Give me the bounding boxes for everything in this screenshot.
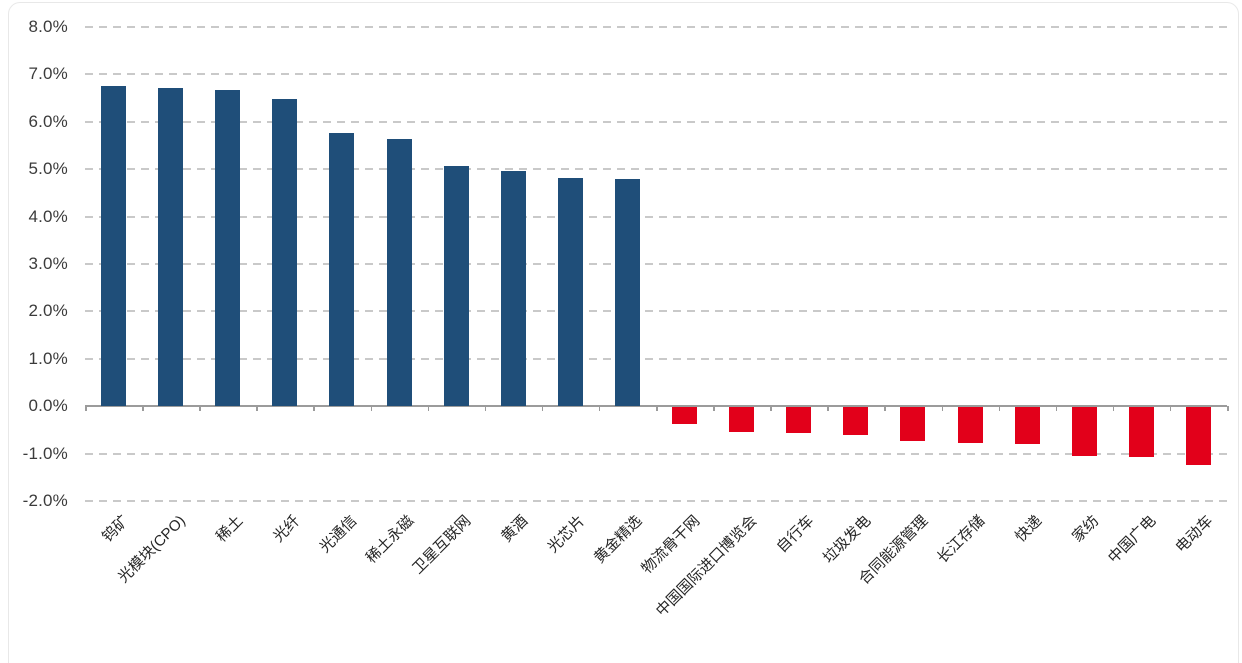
gridline xyxy=(85,263,1227,265)
gridline xyxy=(85,26,1227,28)
y-tick-label: 7.0% xyxy=(28,64,68,84)
plot-area xyxy=(85,26,1229,502)
axis-tick xyxy=(713,406,715,412)
x-tick-label: 中国广电 xyxy=(1105,512,1160,567)
x-tick-label: 钨矿 xyxy=(98,512,132,546)
bar-自行车 xyxy=(786,407,812,434)
x-tick-label: 中国国际进口博览会 xyxy=(652,512,760,620)
axis-tick xyxy=(313,406,315,412)
axis-tick xyxy=(1227,406,1229,412)
axis-tick xyxy=(998,406,1001,412)
x-tick-label: 长江存储 xyxy=(933,512,989,567)
x-tick-label: 黄酒 xyxy=(498,512,532,546)
y-tick-label: 8.0% xyxy=(28,17,68,36)
x-tick-label: 光通信 xyxy=(316,512,361,557)
gridline xyxy=(85,452,1227,455)
gridline xyxy=(85,168,1227,171)
axis-tick xyxy=(541,406,544,412)
axis-tick xyxy=(85,406,87,412)
x-tick-label: 卫星互联网 xyxy=(409,512,475,578)
bar-物流骨干网 xyxy=(672,407,698,425)
x-tick-label: 家纺 xyxy=(1069,512,1103,546)
y-tick-label: 2.0% xyxy=(28,301,68,321)
axis-tick xyxy=(142,406,144,412)
axis-tick xyxy=(827,406,829,412)
gridline xyxy=(85,500,1227,502)
axis-tick xyxy=(484,406,487,412)
bar-电动车 xyxy=(1185,407,1211,465)
x-tick-label: 光纤 xyxy=(269,512,304,546)
bar-垃圾发电 xyxy=(843,407,869,435)
axis-tick xyxy=(598,406,601,412)
bar-光通信 xyxy=(329,132,355,407)
y-tick-label: 4.0% xyxy=(28,206,68,226)
bar-黄酒 xyxy=(500,170,526,407)
axis-tick xyxy=(941,406,943,412)
bar-中国国际进口博览会 xyxy=(729,407,755,432)
x-axis-labels: 钨矿 光模块(CPO) 稀土 光纤 光通信 稀土永磁 卫星互联网 黄酒 光芯片 黄金精选 物流骨干网… xyxy=(85,509,1227,663)
bar-稀土 xyxy=(215,90,241,407)
x-tick-label: 自行车 xyxy=(773,512,818,557)
x-tick-label: 电动车 xyxy=(1172,512,1217,557)
y-tick-label: 5.0% xyxy=(28,159,68,179)
bar-合同能源管理 xyxy=(900,407,926,442)
x-tick-label: 稀土 xyxy=(212,512,247,546)
x-tick-label: 垃圾发电 xyxy=(819,512,875,567)
gridline xyxy=(85,73,1227,76)
axis-tick xyxy=(1169,406,1172,412)
bar-光芯片 xyxy=(557,177,583,407)
bar-光纤 xyxy=(272,98,298,407)
gridline xyxy=(85,357,1227,360)
bar-快递 xyxy=(1014,407,1040,445)
axis-tick xyxy=(199,406,201,412)
axis-tick xyxy=(427,406,430,412)
axis-tick xyxy=(370,406,372,412)
bar-中国广电 xyxy=(1128,407,1154,457)
bar-黄金精选 xyxy=(614,178,640,407)
y-tick-label: 1.0% xyxy=(28,348,68,368)
bar-稀土永磁 xyxy=(386,138,412,407)
axis-tick xyxy=(1112,406,1115,412)
axis-tick xyxy=(770,406,772,412)
y-tick-label: 3.0% xyxy=(28,254,68,273)
bar-卫星互联网 xyxy=(443,165,469,407)
x-tick-label: 快递 xyxy=(1012,512,1046,546)
x-tick-label: 稀土永磁 xyxy=(362,512,418,567)
axis-tick xyxy=(656,406,658,412)
y-tick-label: -2.0% xyxy=(22,491,68,510)
axis-tick xyxy=(1055,406,1058,412)
x-tick-label: 光芯片 xyxy=(544,512,589,557)
axis-tick xyxy=(256,406,258,412)
y-tick-label: 6.0% xyxy=(28,111,68,131)
bar-长江存储 xyxy=(957,407,983,443)
y-tick-label: 0.0% xyxy=(28,396,68,416)
x-tick-label: 黄金精选 xyxy=(591,512,646,567)
axis-tick xyxy=(884,406,886,412)
gridline xyxy=(85,215,1227,218)
y-tick-label: -1.0% xyxy=(22,443,68,463)
gridline xyxy=(85,120,1227,123)
bar-光模块(CPO) xyxy=(158,87,184,407)
bar-家纺 xyxy=(1071,407,1097,456)
bar-钨矿 xyxy=(101,85,127,407)
gridline xyxy=(85,310,1227,313)
